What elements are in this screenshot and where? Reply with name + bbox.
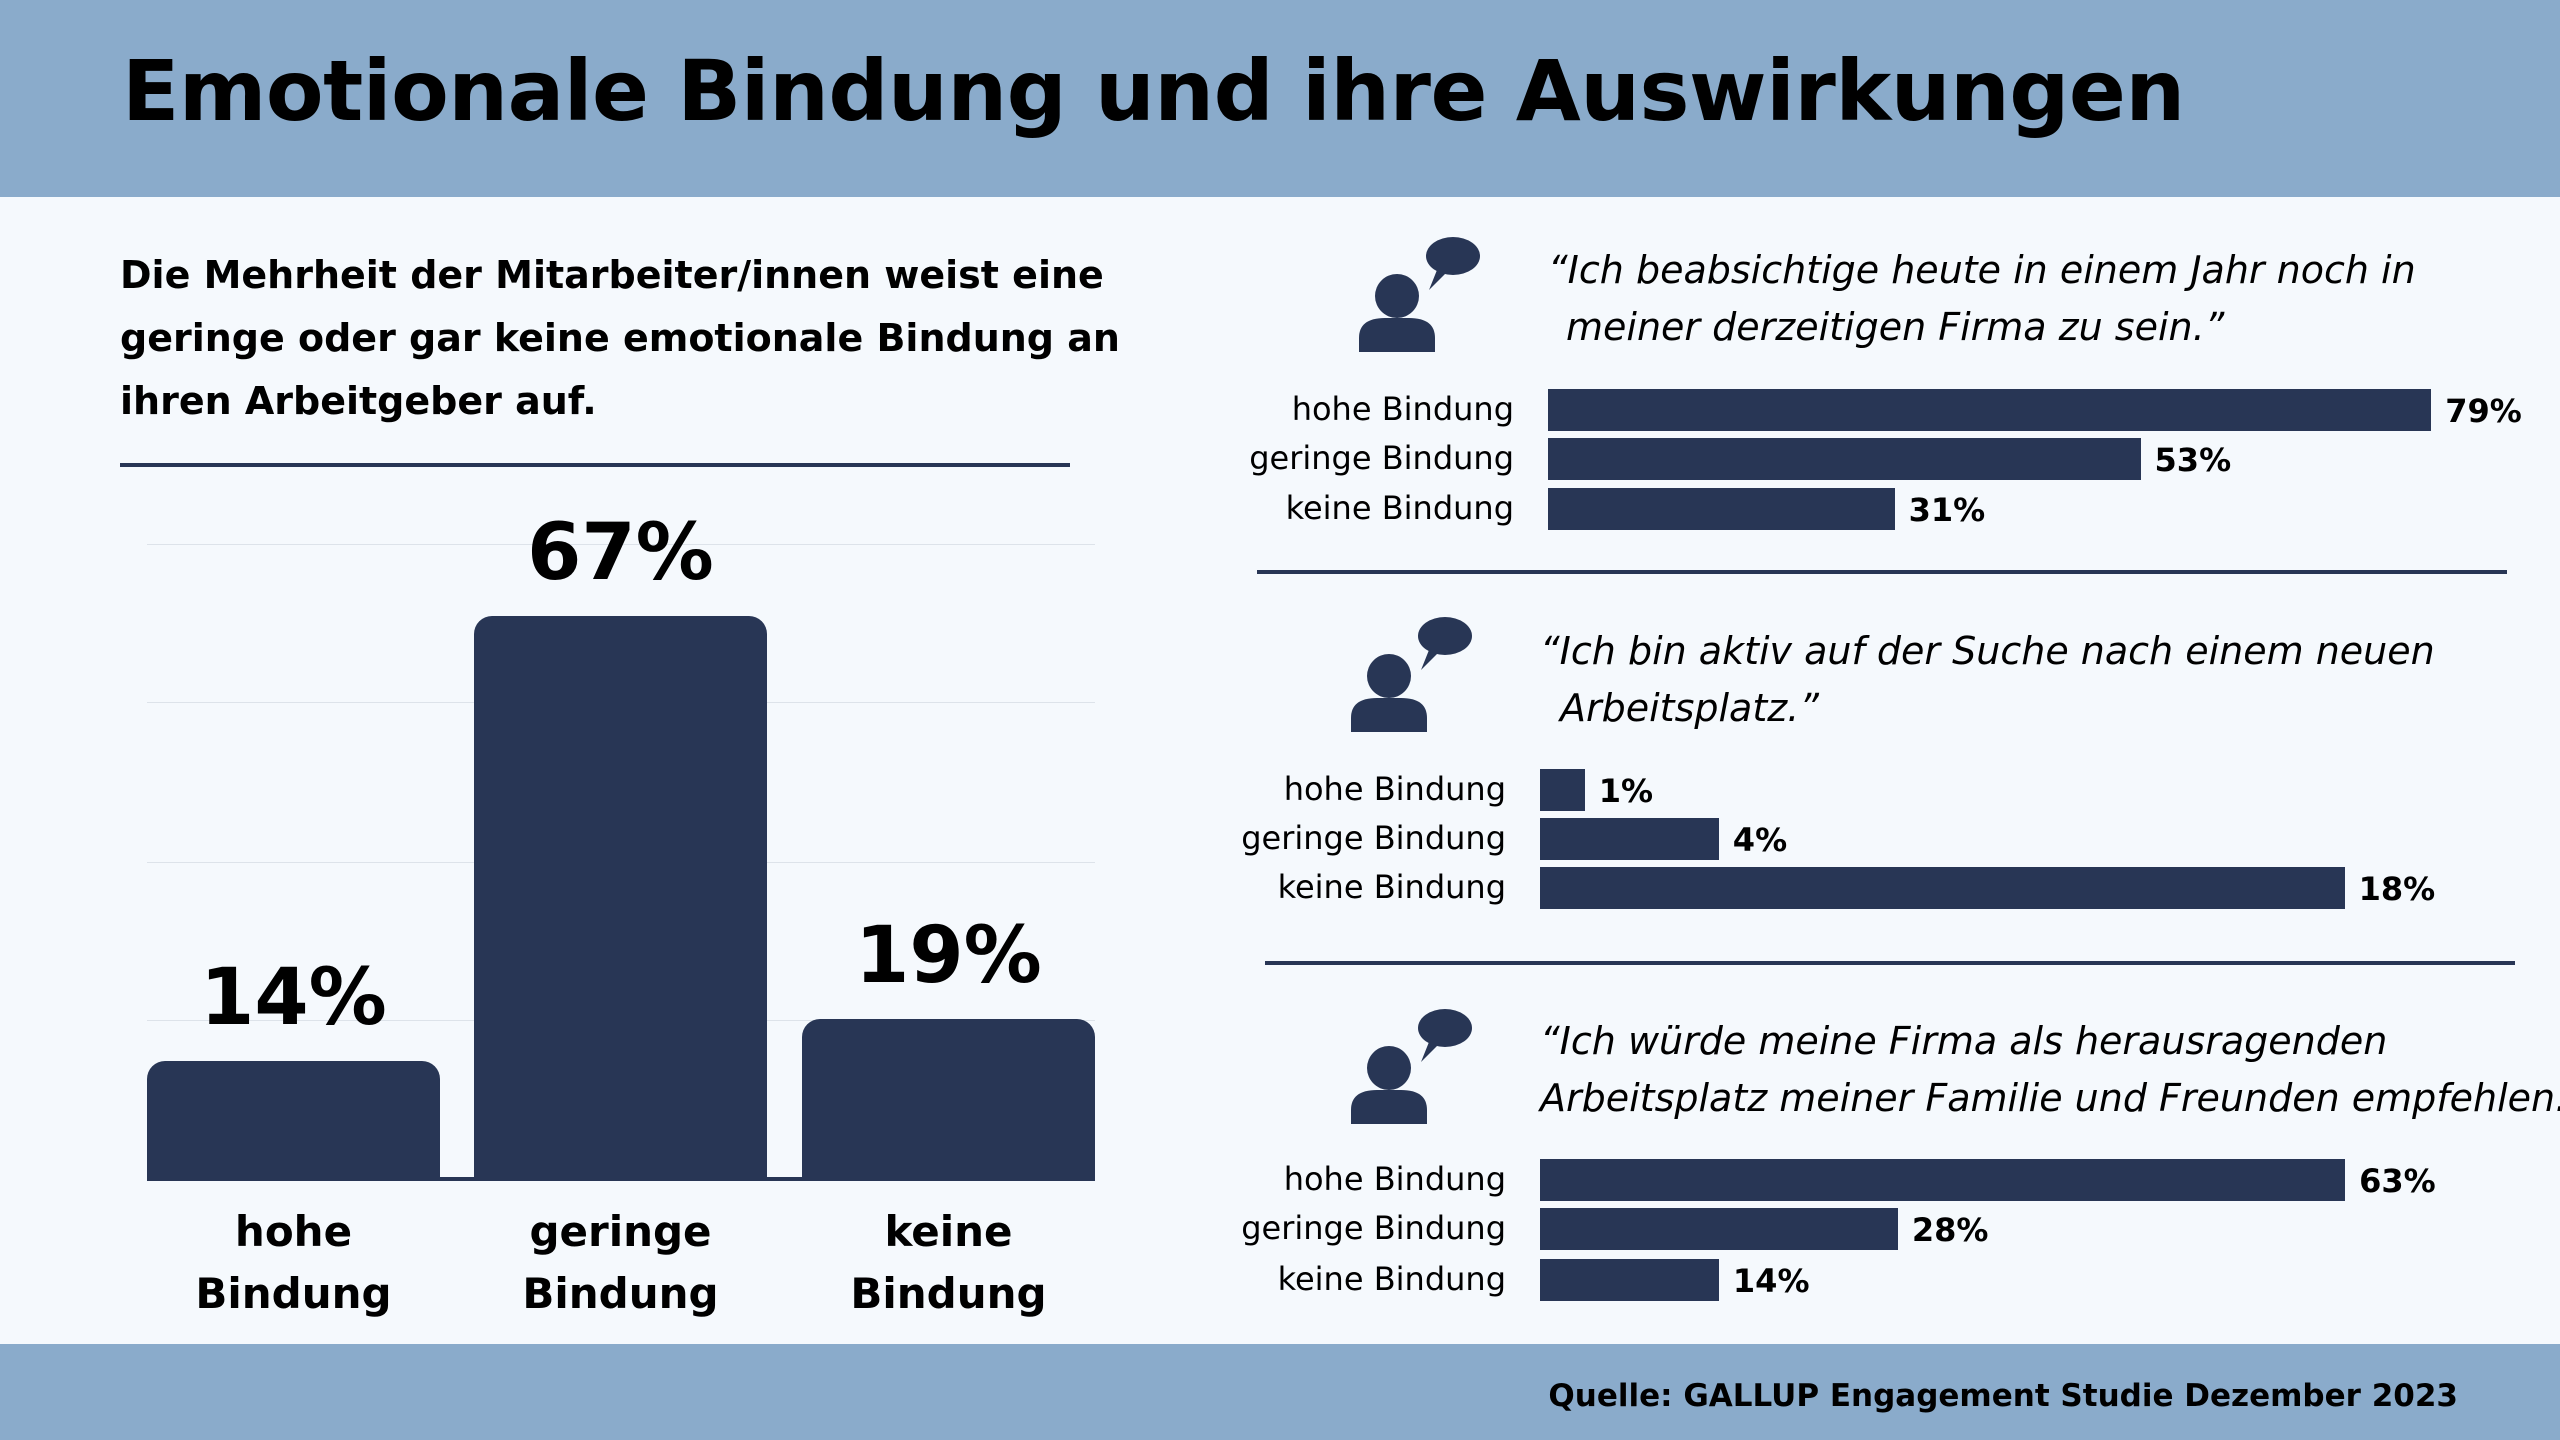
person-speech-bubble-icon	[1347, 1006, 1472, 1124]
chart-baseline	[147, 1177, 1095, 1181]
source-note: Quelle: GALLUP Engagement Studie Dezembe…	[1548, 1378, 2458, 1414]
row-label: hohe Bindung	[1283, 770, 1506, 808]
bar-1	[1540, 818, 1719, 860]
bar-value-label: 1%	[1598, 772, 1654, 810]
row-label: keine Bindung	[1277, 1260, 1506, 1298]
quote-line-1: “Ich bin aktiv auf der Suche nach einem …	[1540, 629, 2435, 673]
quote-line-2: meiner derzeitigen Firma zu sein.”	[1566, 305, 2225, 349]
gridline	[147, 544, 1095, 545]
bar-value-label: 4%	[1732, 821, 1788, 859]
bar-0	[1540, 769, 1585, 811]
quote-line-1: “Ich würde meine Firma als herausragende…	[1540, 1019, 2388, 1063]
intro-text: Die Mehrheit der Mitarbeiter/innen weist…	[120, 253, 1120, 423]
row-label: geringe Bindung	[1241, 819, 1506, 857]
header-band	[0, 0, 2560, 197]
bar-value-label: 28%	[1911, 1211, 1989, 1249]
bar-value-label: 63%	[2359, 1162, 2436, 1200]
bar-1	[474, 616, 767, 1179]
row-label: hohe Bindung	[1283, 1160, 1506, 1198]
category-label-line1: hohe	[234, 1207, 353, 1256]
bar-value-label: 67%	[527, 508, 714, 599]
category-label-line2: Bindung	[850, 1269, 1047, 1318]
bar-2	[802, 1019, 1095, 1179]
category-label-line2: Bindung	[522, 1269, 719, 1318]
quote-line-2: Arbeitsplatz.”	[1560, 686, 1819, 730]
category-label-line2: Bindung	[195, 1269, 392, 1318]
bar-2	[1548, 488, 1895, 530]
row-label: geringe Bindung	[1249, 439, 1514, 477]
bar-value-label: 31%	[1908, 491, 1986, 529]
row-label: hohe Bindung	[1291, 390, 1514, 428]
bar-value-label: 18%	[2358, 870, 2436, 908]
category-label-line1: geringe	[529, 1207, 712, 1256]
quote-line-1: “Ich beabsichtige heute in einem Jahr no…	[1548, 248, 2416, 292]
category-label-line1: keine	[884, 1207, 1013, 1256]
bar-1	[1548, 438, 2141, 480]
bar-0	[1540, 1159, 2346, 1201]
row-label: keine Bindung	[1285, 489, 1514, 527]
bar-value-label: 53%	[2154, 441, 2232, 479]
bar-0	[1548, 389, 2432, 431]
bar-value-label: 19%	[855, 911, 1042, 1002]
panel-divider	[1265, 961, 2515, 965]
quote-line-2: Arbeitsplatz meiner Familie und Freunden…	[1540, 1076, 2560, 1120]
person-speech-bubble-icon	[1347, 614, 1472, 732]
panel-divider	[1257, 570, 2507, 574]
bar-2	[1540, 1259, 1719, 1301]
bar-1	[1540, 1208, 1898, 1250]
page-title: Emotionale Bindung und ihre Auswirkungen	[122, 42, 2185, 140]
bar-value-label: 14%	[200, 953, 387, 1044]
bar-2	[1540, 867, 2345, 909]
intro-divider	[120, 463, 1070, 467]
row-label: geringe Bindung	[1241, 1209, 1506, 1247]
row-label: keine Bindung	[1277, 868, 1506, 906]
footer-band	[0, 1344, 2560, 1440]
bar-value-label: 79%	[2445, 392, 2522, 430]
person-speech-bubble-icon	[1355, 234, 1480, 352]
bar-value-label: 14%	[1732, 1262, 1810, 1300]
bar-0	[147, 1061, 440, 1179]
